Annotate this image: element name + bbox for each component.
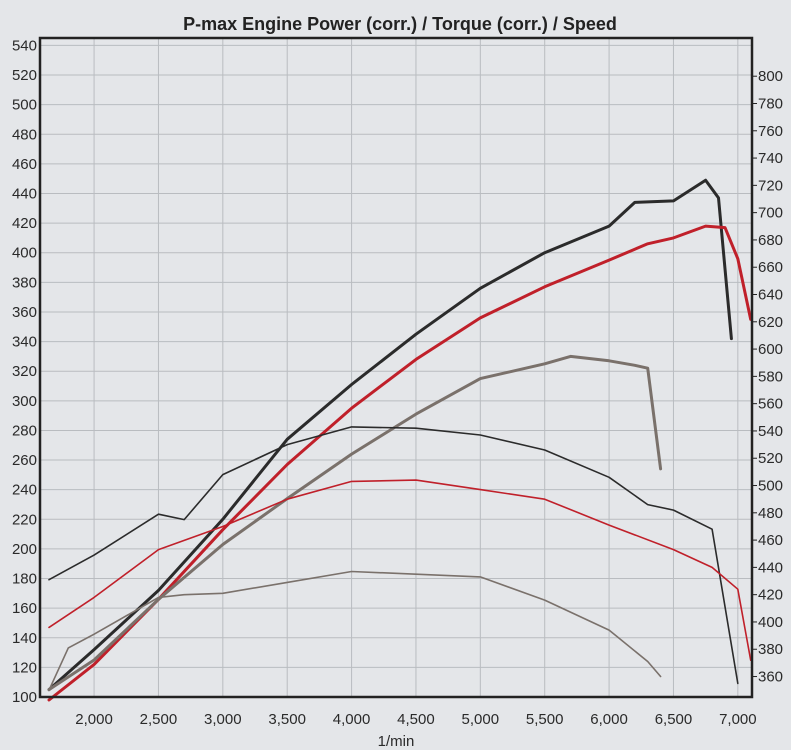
y2-tick-label: 680 <box>758 232 783 249</box>
x-tick-label: 3,500 <box>268 711 306 728</box>
y-tick-label: 180 <box>12 571 37 588</box>
y-tick-label: 320 <box>12 363 37 380</box>
series-line-black-thick <box>47 178 733 692</box>
x-tick-label: 4,000 <box>333 711 371 728</box>
series-line-gray-thick <box>47 354 663 692</box>
y-tick-label: 120 <box>12 659 37 676</box>
y-tick-label: 220 <box>12 511 37 528</box>
y2-tick-label: 400 <box>758 614 783 631</box>
y-tick-label: 280 <box>12 422 37 439</box>
y-tick-label: 500 <box>12 97 37 114</box>
y2-tick-label: 500 <box>758 478 783 495</box>
y-tick-label: 240 <box>12 482 37 499</box>
x-tick-label: 2,500 <box>140 711 178 728</box>
x-tick-label: 3,000 <box>204 711 242 728</box>
y2-tick-label: 520 <box>758 450 783 467</box>
y-tick-label: 540 <box>12 37 37 54</box>
series-line-gray-thin <box>48 570 662 692</box>
y2-tick-label: 420 <box>758 587 783 604</box>
series-line-red-thick <box>47 224 753 702</box>
y2-tick-label: 620 <box>758 314 783 331</box>
y-tick-label: 380 <box>12 274 37 291</box>
y2-tick-label: 360 <box>758 669 783 686</box>
y-tick-label: 200 <box>12 541 37 558</box>
y2-tick-label: 700 <box>758 205 783 222</box>
series-line-black-thin <box>48 426 739 685</box>
y2-tick-label: 560 <box>758 396 783 413</box>
y-tick-label: 520 <box>12 67 37 84</box>
y-tick-label: 360 <box>12 304 37 321</box>
y-tick-label: 440 <box>12 185 37 202</box>
chart-title: P-max Engine Power (corr.) / Torque (cor… <box>183 14 617 34</box>
plot-frame <box>38 36 754 699</box>
series-line-red-thin <box>48 479 752 662</box>
y-tick-label: 100 <box>12 689 37 706</box>
x-tick-label: 2,000 <box>75 711 113 728</box>
y2-tick-label: 760 <box>758 123 783 140</box>
y-tick-label: 140 <box>12 630 37 647</box>
y2-tick-label: 580 <box>758 368 783 385</box>
y2-tick-label: 540 <box>758 423 783 440</box>
y-tick-label: 160 <box>12 600 37 617</box>
y2-tick-label: 640 <box>758 287 783 304</box>
y-tick-label: 420 <box>12 215 37 232</box>
y2-tick-label: 380 <box>758 641 783 658</box>
tick-labels: 2,000 2,500 3,000 3,500 4,000 4,500 5,000 5,500… <box>12 37 783 728</box>
y-tick-label: 400 <box>12 245 37 262</box>
y2-tick-label: 740 <box>758 150 783 167</box>
y2-tick-label: 460 <box>758 532 783 549</box>
y2-tick-label: 800 <box>758 68 783 85</box>
x-tick-label: 7,000 <box>719 711 757 728</box>
y-tick-label: 480 <box>12 126 37 143</box>
y-tick-label: 260 <box>12 452 37 469</box>
y2-tick-label: 600 <box>758 341 783 358</box>
y2-tick-label: 780 <box>758 95 783 112</box>
x-tick-label: 6,000 <box>590 711 628 728</box>
series-group <box>47 178 753 702</box>
x-tick-label: 4,500 <box>397 711 435 728</box>
y2-tick-label: 720 <box>758 177 783 194</box>
y-tick-label: 300 <box>12 393 37 410</box>
y2-tick-label: 660 <box>758 259 783 276</box>
x-axis-label: 1/min <box>378 733 415 750</box>
y2-tick-label: 480 <box>758 505 783 522</box>
x-tick-label: 5,000 <box>462 711 500 728</box>
x-tick-label: 5,500 <box>526 711 564 728</box>
y2-tick-label: 440 <box>758 559 783 576</box>
y-tick-label: 460 <box>12 156 37 173</box>
x-tick-label: 6,500 <box>655 711 693 728</box>
y-tick-label: 340 <box>12 334 37 351</box>
